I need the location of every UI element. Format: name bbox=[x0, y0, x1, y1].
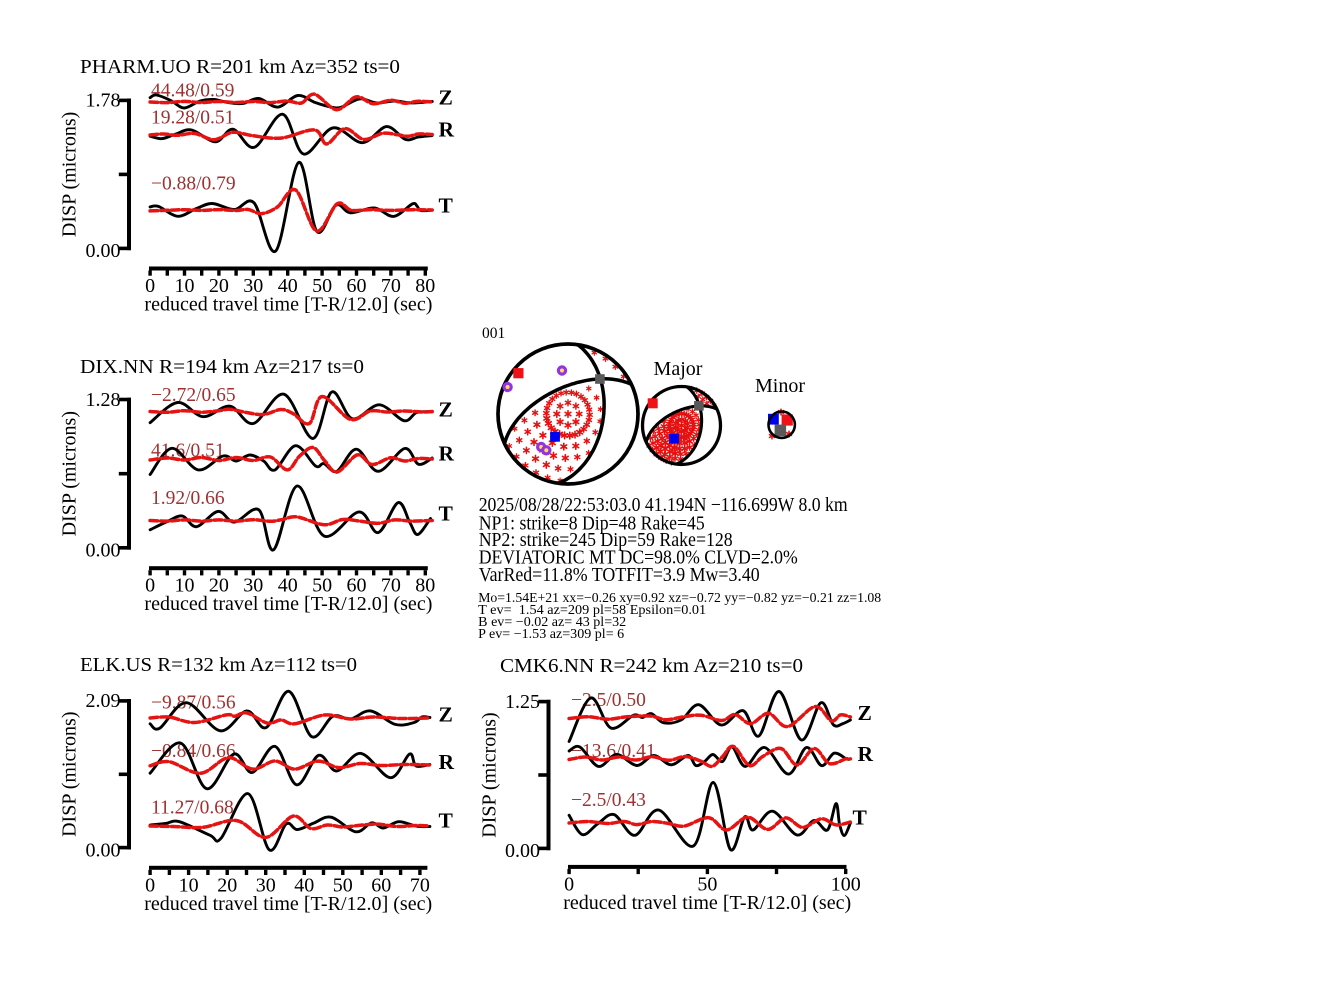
svg-text:0.00: 0.00 bbox=[86, 540, 121, 562]
svg-text:41.6/0.51: 41.6/0.51 bbox=[151, 441, 225, 462]
svg-text:−2.72/0.65: −2.72/0.65 bbox=[151, 385, 236, 406]
svg-text:20: 20 bbox=[217, 874, 237, 896]
svg-text:11.27/0.68: 11.27/0.68 bbox=[151, 798, 234, 819]
svg-text:−0.88/0.79: −0.88/0.79 bbox=[151, 174, 236, 195]
svg-text:DISP (microns): DISP (microns) bbox=[59, 112, 81, 237]
svg-text:Z: Z bbox=[439, 86, 453, 110]
svg-text:19.28/0.51: 19.28/0.51 bbox=[151, 108, 234, 129]
svg-text:DISP (microns): DISP (microns) bbox=[479, 712, 501, 837]
svg-text:20: 20 bbox=[209, 575, 229, 597]
svg-text:100: 100 bbox=[831, 873, 861, 895]
svg-text:30: 30 bbox=[243, 275, 263, 297]
svg-text:80: 80 bbox=[415, 275, 435, 297]
svg-text:10: 10 bbox=[175, 275, 195, 297]
svg-text:T: T bbox=[439, 502, 454, 526]
svg-text:0: 0 bbox=[145, 874, 155, 896]
svg-text:R: R bbox=[439, 442, 455, 466]
svg-text:44.48/0.59: 44.48/0.59 bbox=[151, 81, 234, 102]
svg-text:50: 50 bbox=[333, 874, 353, 896]
svg-text:70: 70 bbox=[381, 575, 401, 597]
svg-text:40: 40 bbox=[278, 275, 298, 297]
svg-text:20: 20 bbox=[209, 275, 229, 297]
svg-text:DISP (microns): DISP (microns) bbox=[59, 411, 81, 536]
svg-text:40: 40 bbox=[294, 874, 314, 896]
svg-text:50: 50 bbox=[697, 873, 717, 895]
svg-text:40: 40 bbox=[278, 575, 298, 597]
svg-text:10: 10 bbox=[179, 874, 199, 896]
svg-text:0.00: 0.00 bbox=[505, 840, 540, 862]
svg-text:Z: Z bbox=[439, 398, 453, 422]
svg-text:Minor: Minor bbox=[755, 375, 805, 397]
svg-text:60: 60 bbox=[347, 275, 367, 297]
svg-text:2025/08/28/22:53:03.0 41.194N: 2025/08/28/22:53:03.0 41.194N −116.699W … bbox=[479, 494, 848, 516]
svg-text:reduced travel time [T-R/12.0]: reduced travel time [T-R/12.0] (sec) bbox=[144, 294, 432, 316]
svg-text:R: R bbox=[439, 118, 455, 142]
svg-text:B ev= −0.02 az= 43 pl=32: B ev= −0.02 az= 43 pl=32 bbox=[478, 614, 626, 629]
svg-text:reduced travel time [T-R/12.0]: reduced travel time [T-R/12.0] (sec) bbox=[144, 593, 432, 615]
svg-text:2.09: 2.09 bbox=[86, 690, 121, 712]
svg-text:70: 70 bbox=[410, 874, 430, 896]
svg-text:Z: Z bbox=[439, 703, 453, 727]
svg-text:30: 30 bbox=[243, 575, 263, 597]
svg-text:NP2: strike=245 Dip=59 Rake=12: NP2: strike=245 Dip=59 Rake=128 bbox=[479, 529, 733, 551]
svg-text:DIX.NN R=194 km Az=217 ts=0: DIX.NN R=194 km Az=217 ts=0 bbox=[80, 356, 364, 378]
svg-text:0: 0 bbox=[145, 275, 155, 297]
svg-text:VarRed=11.8% TOTFIT=3.9 Mw=3.4: VarRed=11.8% TOTFIT=3.9 Mw=3.40 bbox=[479, 564, 760, 586]
svg-text:T: T bbox=[439, 194, 454, 218]
svg-text:−2.5/0.43: −2.5/0.43 bbox=[571, 790, 646, 811]
svg-text:R: R bbox=[858, 742, 874, 766]
svg-text:1.78: 1.78 bbox=[86, 90, 121, 112]
svg-text:R: R bbox=[439, 750, 455, 774]
svg-text:1.25: 1.25 bbox=[505, 691, 540, 713]
svg-text:Z: Z bbox=[858, 701, 872, 725]
svg-text:T: T bbox=[439, 809, 454, 833]
svg-text:−2.5/0.50: −2.5/0.50 bbox=[571, 690, 646, 711]
svg-text:70: 70 bbox=[381, 275, 401, 297]
svg-text:0: 0 bbox=[564, 873, 574, 895]
svg-text:DISP (microns): DISP (microns) bbox=[59, 712, 81, 837]
svg-text:0.00: 0.00 bbox=[86, 240, 121, 262]
svg-text:60: 60 bbox=[347, 575, 367, 597]
svg-text:reduced travel time [T-R/12.0]: reduced travel time [T-R/12.0] (sec) bbox=[144, 893, 432, 915]
svg-text:Mo=1.54E+21 xx=−0.26 xy=0.92 x: Mo=1.54E+21 xx=−0.26 xy=0.92 xz=−0.72 yy… bbox=[478, 590, 881, 605]
svg-text:1.28: 1.28 bbox=[86, 389, 121, 411]
svg-text:CMK6.NN R=242 km Az=210 ts=0: CMK6.NN R=242 km Az=210 ts=0 bbox=[500, 655, 803, 677]
svg-text:001: 001 bbox=[482, 325, 505, 342]
svg-text:60: 60 bbox=[371, 874, 391, 896]
svg-text:T ev= 1.54 az=209 pl=58 Epsil: T ev= 1.54 az=209 pl=58 Epsilon=0.01 bbox=[478, 602, 706, 617]
svg-text:T: T bbox=[853, 806, 868, 830]
svg-text:DEVIATORIC MT DC=98.0% CLVD=2.: DEVIATORIC MT DC=98.0% CLVD=2.0% bbox=[479, 547, 798, 569]
svg-text:50: 50 bbox=[312, 575, 332, 597]
svg-text:ELK.US R=132 km Az=112 ts=0: ELK.US R=132 km Az=112 ts=0 bbox=[80, 654, 357, 676]
svg-text:0.00: 0.00 bbox=[86, 839, 121, 861]
svg-text:reduced travel time [T-R/12.0]: reduced travel time [T-R/12.0] (sec) bbox=[563, 892, 851, 914]
svg-text:−9.87/0.56: −9.87/0.56 bbox=[151, 693, 236, 714]
svg-text:80: 80 bbox=[415, 575, 435, 597]
svg-text:30: 30 bbox=[256, 874, 276, 896]
svg-text:0: 0 bbox=[145, 575, 155, 597]
svg-text:1.92/0.66: 1.92/0.66 bbox=[151, 488, 225, 509]
svg-text:P ev= −1.53 az=309 pl= 6: P ev= −1.53 az=309 pl= 6 bbox=[478, 626, 624, 641]
svg-text:PHARM.UO R=201 km Az=352 ts=0: PHARM.UO R=201 km Az=352 ts=0 bbox=[80, 56, 400, 78]
svg-text:Major: Major bbox=[654, 358, 703, 380]
svg-text:NP1: strike=8 Dip=48 Rake=45: NP1: strike=8 Dip=48 Rake=45 bbox=[479, 513, 705, 535]
svg-text:50: 50 bbox=[312, 275, 332, 297]
svg-text:10: 10 bbox=[175, 575, 195, 597]
